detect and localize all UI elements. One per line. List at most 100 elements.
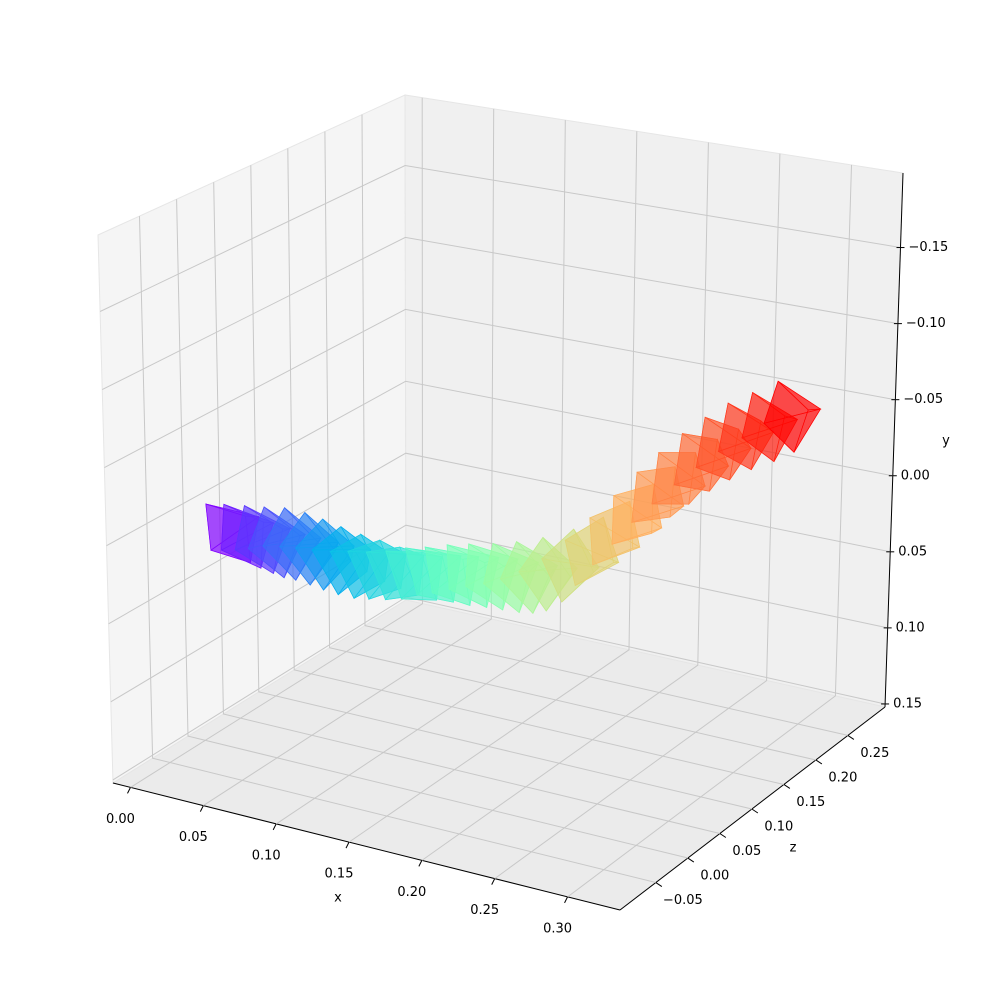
frustum [564,516,620,587]
tick-mark [491,878,496,885]
grid-line [130,97,424,788]
tick-mark [272,823,277,831]
frustum-face [399,546,425,596]
grid-line [203,108,495,807]
grid-line [104,308,896,469]
frustum-face [532,565,558,614]
grid-line [361,114,849,736]
x-tick-label: 0.05 [179,830,208,845]
y-tick-label: −0.15 [908,240,948,255]
frustum-face [631,505,684,523]
tick-mark [418,860,423,867]
frustum-face [651,485,707,505]
frustum-face [695,447,752,481]
grid-line [287,148,785,785]
grid-line [99,164,901,312]
frustum [499,540,559,615]
x-tick-label: 0.25 [470,903,499,918]
frustum-face [223,503,274,524]
tick-mark [564,896,568,904]
frustum [651,451,707,506]
frustum [279,511,340,586]
tick-mark [719,833,727,838]
y-tick-label: 0.15 [893,696,922,711]
tick-mark [655,882,663,887]
z-tick-label: 0.20 [828,770,857,785]
x-tick-label: 0.10 [252,848,281,863]
frustum-face [763,408,822,453]
frustum-face [561,567,600,603]
tick-mark [345,841,350,849]
grid-line [108,452,891,625]
frustum [294,518,356,591]
y-axis-line [884,172,904,708]
panes [97,94,904,911]
grid-line [101,236,898,391]
frustum-face [518,562,539,613]
x-tick-label: 0.15 [325,867,354,882]
frustum-face [672,465,730,492]
frustum [695,416,752,481]
grid-line [324,131,817,761]
frustum-face [575,562,619,586]
x-tick-label: 0.00 [106,812,135,827]
frustum-face [420,551,443,601]
frustum [741,391,799,463]
y-tick-label: 0.00 [901,468,930,483]
frustum [672,432,730,492]
frustum-face [263,506,306,537]
frustum-face [322,518,355,562]
grid-line [567,164,852,898]
z-tick-label: 0.25 [860,746,889,761]
grid-line [176,199,689,859]
z-tick-label: 0.15 [796,795,825,810]
tick-mark [815,759,823,765]
x-tick-label: 0.20 [397,885,426,900]
tick-mark [783,784,791,789]
y-tick-label: 0.05 [898,544,927,559]
frustum-face [205,503,259,518]
tick-mark [687,857,695,863]
y-tick-label: −0.05 [903,392,943,407]
y-axis-label: y [942,434,950,449]
frustum-face [611,527,662,545]
frustum-face [359,533,390,583]
grid-line [494,153,781,880]
y-tick-label: 0.10 [896,620,925,635]
frustum [446,544,500,609]
z-tick-label: 0.00 [700,869,729,884]
grid-line [250,165,753,810]
x-axis-line [112,782,621,911]
x-tick-label: 0.30 [543,921,572,936]
frustum-face [592,546,640,566]
tick-mark [199,805,204,812]
grid-line [139,216,656,883]
grid-line [106,380,893,547]
frustum-face [244,505,292,530]
x-axis-label: x [334,891,342,906]
grid-line [110,524,888,703]
z-axis-label: z [790,841,797,856]
grid-line [213,182,721,834]
frustum-face [284,507,322,543]
frustum-face [441,554,462,603]
frustum-face [717,431,775,471]
y-tick-label: −0.10 [906,316,946,331]
frustum [763,380,822,453]
tick-mark [127,787,131,794]
frustum [329,533,390,600]
frustum [589,500,641,566]
z-axis-line [619,706,886,911]
frustum [234,505,292,575]
grid-line [348,131,638,843]
frustum-face [502,558,519,611]
frustum [717,402,775,471]
frustum [385,550,444,601]
frustum [311,526,372,596]
tick-mark [751,808,759,814]
z-tick-label: 0.05 [732,844,761,859]
tick-mark [847,735,855,740]
z-tick-label: 0.10 [764,819,793,834]
grid-line [275,120,566,825]
